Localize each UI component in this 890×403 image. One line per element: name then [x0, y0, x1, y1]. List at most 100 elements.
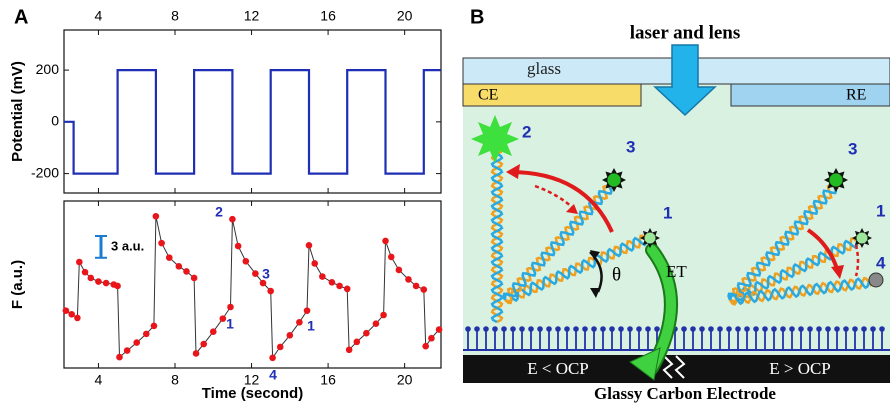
electrode-label: Glassy Carbon Electrode: [594, 384, 776, 403]
thiol-head: [555, 326, 561, 332]
data-point: [133, 339, 140, 346]
data-point: [336, 283, 343, 290]
data-point: [388, 254, 395, 261]
y-tick-label: -200: [31, 164, 59, 180]
data-point: [243, 258, 250, 265]
fluorophore: [829, 173, 842, 186]
thiol-head: [528, 326, 534, 332]
fluorophore: [471, 115, 519, 163]
thiol-head: [744, 326, 750, 332]
data-point: [103, 280, 110, 287]
thiol-head: [816, 326, 822, 332]
panel-label: A: [14, 6, 28, 28]
thiol-head: [546, 326, 552, 332]
data-point: [166, 254, 173, 261]
x-tick-label: 8: [171, 8, 179, 24]
data-point: [176, 263, 183, 270]
data-point: [306, 242, 313, 249]
thiol-head: [870, 326, 876, 332]
thiol-head: [708, 326, 714, 332]
thiol-head: [852, 326, 858, 332]
thiol-head: [843, 326, 849, 332]
potential-label: E > OCP: [769, 359, 831, 378]
y-axis-label: F (a.u.): [9, 260, 26, 309]
strand-label: 1: [876, 201, 885, 220]
x-tick-label: 16: [320, 8, 336, 24]
x-tick-label: 16: [320, 372, 336, 388]
thiol-head: [735, 326, 741, 332]
thiol-head: [519, 326, 525, 332]
thiol-head: [807, 326, 813, 332]
thiol-head: [789, 326, 795, 332]
data-point: [74, 315, 81, 322]
thiol-head: [861, 326, 867, 332]
thiol-head: [690, 326, 696, 332]
thiol-head: [465, 326, 471, 332]
data-point: [191, 275, 198, 282]
data-point: [422, 343, 429, 350]
thiol-head: [825, 326, 831, 332]
data-point: [200, 341, 207, 348]
data-point: [353, 339, 360, 346]
thiol-head: [483, 326, 489, 332]
data-point: [193, 350, 200, 357]
thiol-head: [591, 326, 597, 332]
data-point: [114, 283, 121, 290]
thiol-head: [717, 326, 723, 332]
x-tick-label: 12: [244, 8, 260, 24]
strand-label: 3: [848, 139, 857, 158]
y-axis-label: Potential (mV): [9, 61, 26, 162]
y-tick-label: 0: [51, 113, 59, 129]
data-point: [373, 320, 380, 327]
data-point: [296, 319, 303, 326]
thiol-head: [726, 326, 732, 332]
data-point: [329, 279, 336, 286]
data-point: [277, 344, 284, 351]
strand-label: 1: [663, 203, 672, 222]
x-axis-label: Time (second): [202, 385, 303, 402]
thiol-head: [510, 326, 516, 332]
figure: A B laser and lens glass CE RE 2 3 1 3: [0, 0, 890, 403]
data-point: [82, 269, 89, 276]
data-point: [227, 304, 234, 311]
annotation: 3: [262, 266, 270, 282]
data-point: [319, 273, 326, 280]
data-point: [304, 307, 311, 314]
thiol-head: [879, 326, 885, 332]
data-point: [87, 275, 94, 282]
thiol-head: [834, 326, 840, 332]
data-point: [229, 216, 236, 223]
potential-label: E < OCP: [527, 359, 589, 378]
thiol-head: [582, 326, 588, 332]
thiol-head: [492, 326, 498, 332]
thiol-head: [681, 326, 687, 332]
data-point: [346, 347, 353, 354]
fluorophore: [607, 173, 620, 186]
thiol-head: [762, 326, 768, 332]
data-point: [63, 307, 70, 314]
data-point: [153, 213, 160, 220]
thiol-head: [474, 326, 480, 332]
strand-label: 2: [522, 122, 531, 141]
data-point: [380, 312, 387, 319]
data-point: [183, 268, 190, 275]
data-point: [311, 260, 318, 267]
thiol-head: [600, 326, 606, 332]
data-point: [363, 330, 370, 337]
data-point: [76, 259, 83, 266]
quenched-fluorophore: [869, 273, 883, 287]
data-point: [235, 243, 242, 250]
fluorophore: [857, 233, 868, 244]
diagram: laser and lens glass CE RE 2 3 1 3 1 4 E…: [463, 22, 890, 403]
thiol-head: [636, 326, 642, 332]
data-point: [413, 283, 420, 290]
thiol-head: [537, 326, 543, 332]
thiol-head: [627, 326, 633, 332]
thiol-head: [771, 326, 777, 332]
thiol-head: [699, 326, 705, 332]
x-tick-label: 20: [397, 8, 413, 24]
data-point: [210, 328, 217, 335]
x-tick-label: 4: [95, 372, 103, 388]
data-point: [344, 286, 351, 293]
thiol-head: [609, 326, 615, 332]
